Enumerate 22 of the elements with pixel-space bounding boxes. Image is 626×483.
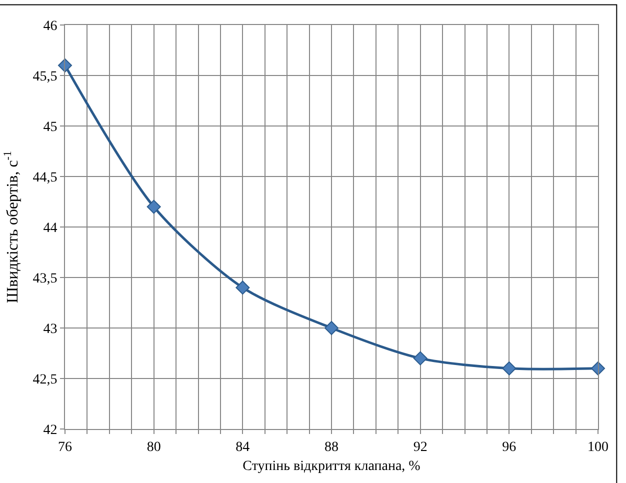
y-tick-label: 43 [43, 322, 58, 337]
y-tick-label: 42,5 [32, 372, 58, 388]
x-tick-label: 76 [58, 440, 72, 455]
y-tick-label: 42 [43, 422, 58, 438]
x-tick-label: 88 [324, 440, 338, 455]
y-tick-label: 44 [43, 220, 58, 236]
x-tick-label: 80 [146, 440, 161, 455]
point [502, 361, 516, 376]
y-tick-label: 45,5 [32, 69, 58, 84]
x-tick-label: 100 [588, 440, 608, 455]
x-axis-title: Ступінь відкриття клапана, % [242, 459, 421, 474]
x-tick-label: 96 [502, 440, 516, 455]
y-tick-label: 46 [43, 18, 58, 34]
x-tick-label: 84 [236, 440, 250, 455]
y-tick-label: 44,5 [32, 170, 58, 186]
y-tick-label: 45 [43, 120, 58, 135]
point [146, 200, 161, 214]
x-tick-label: 92 [413, 440, 428, 455]
point [324, 321, 338, 335]
y-tick-label: 43,5 [32, 271, 58, 286]
point [413, 351, 428, 366]
point [236, 280, 250, 295]
